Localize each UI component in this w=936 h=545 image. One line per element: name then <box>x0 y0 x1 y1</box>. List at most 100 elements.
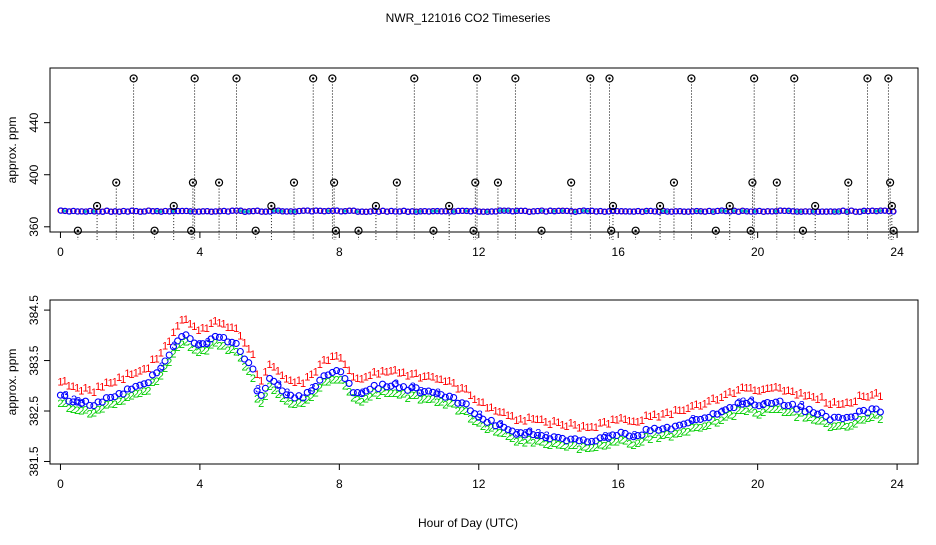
series-2-point: 2 <box>815 416 821 428</box>
series-1-point: 1 <box>564 421 570 433</box>
series-o-point <box>688 416 696 424</box>
series-o-point <box>416 389 424 397</box>
series-2-point: 2 <box>154 376 160 388</box>
series-o-point <box>211 332 219 340</box>
series-o-point <box>136 381 144 389</box>
baseline-point-cyan <box>573 210 577 214</box>
series-2-point: 2 <box>400 389 406 401</box>
series-2-point: 2 <box>743 406 749 418</box>
baseline-point-blue <box>484 208 491 215</box>
series-1-point: 1 <box>430 371 436 383</box>
baseline-point-cyan <box>832 210 836 214</box>
series-o-point <box>692 415 700 424</box>
baseline-point-blue <box>605 208 613 215</box>
baseline-point-blue <box>133 207 140 215</box>
outlier-point-center <box>634 229 637 232</box>
outlier-point <box>187 226 196 235</box>
outlier-point-center <box>172 204 175 208</box>
series-o-point <box>450 393 458 402</box>
series-1-point: 1 <box>363 372 369 384</box>
series-o-point <box>458 399 466 407</box>
series-2-point: 2 <box>501 428 507 440</box>
series-1-point: 1 <box>421 371 427 383</box>
baseline-point-cyan <box>355 210 359 214</box>
series-2-point: 2 <box>191 345 197 357</box>
series-o-point <box>86 401 94 409</box>
outlier-point-center <box>813 204 817 208</box>
series-o-point <box>596 434 604 442</box>
series-3-point: 3 <box>79 397 85 409</box>
chart-top-x-tick-label: 24 <box>890 245 904 259</box>
series-o-point <box>818 409 826 417</box>
series-1-point: 1 <box>246 344 252 356</box>
series-o-point <box>316 376 324 384</box>
series-1-point: 1 <box>576 422 582 434</box>
series-2-point: 2 <box>430 393 436 405</box>
series-1-point: 1 <box>405 370 411 382</box>
series-2-point: 2 <box>530 438 536 450</box>
series-2-point: 2 <box>158 370 164 382</box>
baseline-point-cyan <box>247 209 251 213</box>
baseline-point-blue <box>814 208 822 215</box>
series-2-point: 2 <box>538 437 544 449</box>
baseline-point-cyan <box>159 210 163 214</box>
series-o-point <box>73 398 81 406</box>
series-1-point: 1 <box>426 371 432 383</box>
outlier-point-center <box>569 181 573 184</box>
series-1-point: 1 <box>572 420 578 432</box>
series-o-point <box>638 431 646 439</box>
series-o-point <box>529 431 537 439</box>
series-1-point: 1 <box>446 376 452 388</box>
series-1-point: 1 <box>95 381 101 393</box>
series-1-point: 1 <box>292 377 298 389</box>
series-o-point <box>537 432 546 440</box>
series-2-point: 2 <box>710 416 716 428</box>
series-o-point <box>433 390 441 398</box>
series-2-point: 2 <box>459 405 465 417</box>
baseline-point-blue <box>601 208 608 215</box>
series-1-point: 1 <box>861 391 867 403</box>
baseline-point-cyan <box>171 209 175 213</box>
series-o-point <box>571 435 579 443</box>
baseline-point-blue <box>505 207 512 214</box>
series-o-point <box>203 340 211 348</box>
series-o-point <box>56 391 65 399</box>
series-2-point: 2 <box>426 394 432 406</box>
baseline-point-blue <box>760 208 767 215</box>
baseline-point-blue <box>82 208 90 215</box>
baseline-point-cyan <box>92 209 96 213</box>
baseline-point-blue <box>551 207 558 215</box>
baseline-point-blue <box>798 208 805 215</box>
series-1-point: 1 <box>137 366 143 378</box>
series-o-point <box>696 415 705 423</box>
baseline-point-blue <box>250 207 257 215</box>
baseline-point-cyan <box>644 209 648 213</box>
series-o-point <box>362 387 370 395</box>
baseline-point-blue <box>467 208 475 215</box>
series-2-point: 2 <box>676 428 682 440</box>
series-2-point: 2 <box>225 345 231 357</box>
baseline-point-blue <box>304 207 311 214</box>
series-1-point: 1 <box>367 370 373 382</box>
baseline-point-blue <box>333 207 341 214</box>
baseline-point-blue <box>651 208 659 215</box>
baseline-point-cyan <box>552 209 556 213</box>
series-2-point: 2 <box>388 388 394 400</box>
series-1-point: 1 <box>237 331 243 343</box>
baseline-point-blue <box>643 207 650 215</box>
series-2-point: 2 <box>363 393 369 405</box>
series-o-point <box>194 341 203 349</box>
outlier-point-center <box>413 77 416 80</box>
series-2-point: 2 <box>208 339 214 351</box>
series-1-point: 1 <box>463 384 469 396</box>
outlier-point-center <box>447 204 451 208</box>
outlier-point <box>811 201 820 211</box>
outlier-point-center <box>115 181 118 184</box>
series-o-point <box>190 339 198 347</box>
series-2-point: 2 <box>580 442 586 454</box>
series-o-point <box>784 402 792 410</box>
baseline-point-blue <box>120 207 127 215</box>
series-o-point <box>153 369 161 377</box>
outlier-point-center <box>374 204 378 208</box>
